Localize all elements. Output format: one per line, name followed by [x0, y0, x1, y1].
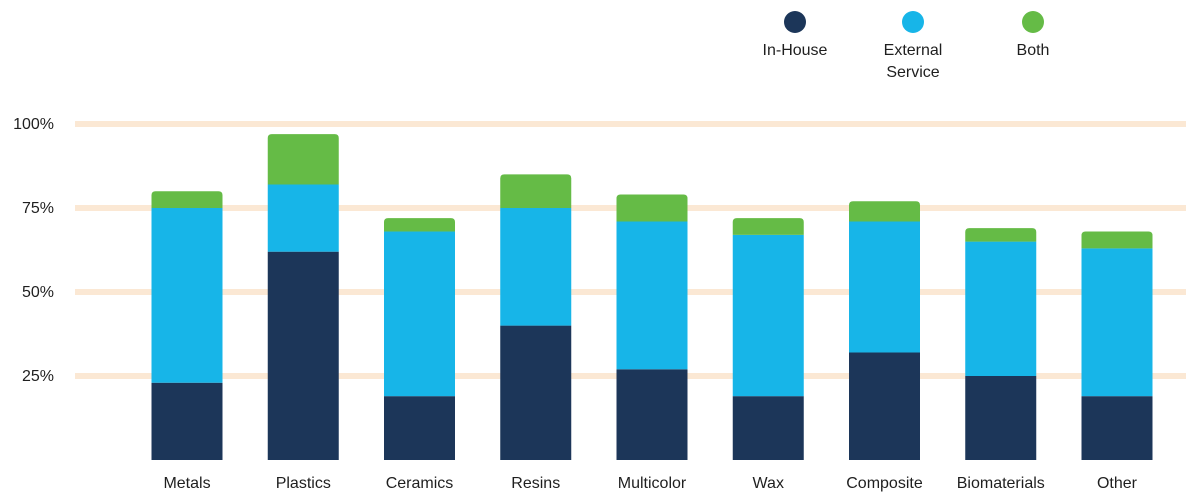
- bar-segment: [384, 396, 455, 460]
- y-axis: 25% 50% 75% 100%: [13, 116, 54, 385]
- y-tick-label: 50%: [22, 284, 54, 301]
- category-label: Ceramics: [386, 475, 454, 492]
- bar-segment: [965, 228, 1037, 242]
- bar-segment: [384, 218, 455, 232]
- x-axis: Metals Plastics Ceramics Resins Multicolor Wa…: [163, 475, 1137, 492]
- bar-segment: [849, 221, 920, 353]
- bar-segment: [267, 184, 339, 252]
- bar-segment: [849, 352, 920, 460]
- category-label: Wax: [753, 475, 784, 492]
- bar-segment: [500, 174, 572, 208]
- legend-marker: [784, 11, 806, 33]
- bar-segment: [732, 234, 804, 397]
- bar-segment: [151, 208, 223, 383]
- bars: [151, 134, 1153, 460]
- y-tick-label: 75%: [22, 200, 54, 217]
- legend-label: Service: [886, 64, 939, 81]
- category-label: Other: [1097, 475, 1138, 492]
- bar-segment: [616, 221, 688, 370]
- legend-label: In-House: [763, 42, 828, 59]
- bar-segment: [849, 201, 920, 222]
- category-label: Composite: [846, 475, 923, 492]
- bar-segment: [151, 382, 223, 460]
- bar-segment: [1081, 231, 1153, 249]
- bar-segment: [616, 194, 688, 222]
- bar-segment: [965, 376, 1037, 460]
- bar-segment: [732, 396, 804, 460]
- bar-segment: [267, 251, 339, 460]
- bar-segment: [1081, 248, 1153, 397]
- category-label: Biomaterials: [957, 475, 1045, 492]
- category-label: Plastics: [276, 475, 331, 492]
- category-label: Resins: [511, 475, 560, 492]
- bar-segment: [500, 325, 572, 460]
- category-label: Metals: [163, 475, 210, 492]
- legend-label: External: [884, 42, 943, 59]
- bar-segment: [616, 369, 688, 460]
- bar-segment: [267, 134, 339, 185]
- bar-segment: [732, 218, 804, 235]
- bar-segment: [500, 208, 572, 326]
- y-tick-label: 100%: [13, 116, 54, 133]
- bar-segment: [151, 191, 223, 208]
- legend-marker: [1022, 11, 1044, 33]
- legend-marker: [902, 11, 924, 33]
- y-tick-label: 25%: [22, 368, 54, 385]
- bar-segment: [384, 231, 455, 397]
- bar-segment: [965, 241, 1037, 376]
- legend-label: Both: [1017, 42, 1050, 59]
- bar-segment: [1081, 396, 1153, 460]
- legend: In-House External Service Both: [763, 11, 1050, 81]
- category-label: Multicolor: [618, 475, 687, 492]
